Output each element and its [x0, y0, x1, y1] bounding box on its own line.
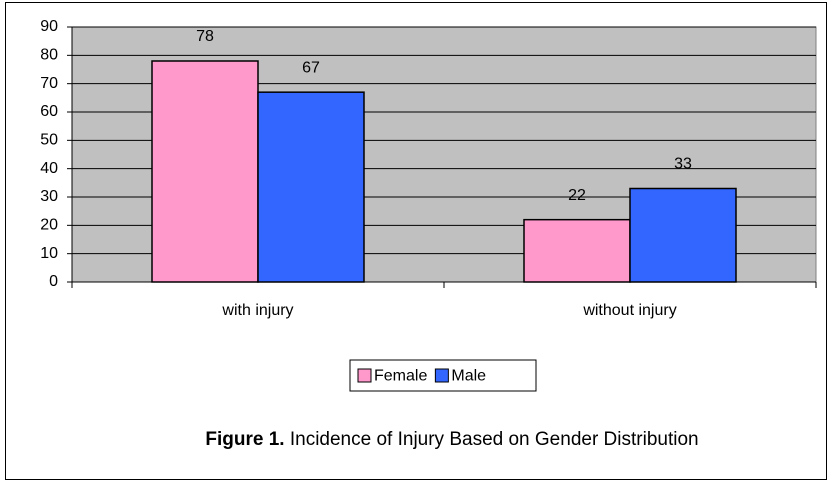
y-tick-label: 90 [40, 18, 58, 35]
bar [629, 187, 737, 283]
x-tick-label: without injury [582, 302, 676, 319]
value-label: 22 [568, 187, 586, 204]
y-tick-label: 0 [49, 273, 58, 290]
bar [257, 91, 365, 283]
caption-label: Figure 1. [205, 429, 284, 450]
value-label: 67 [302, 59, 320, 76]
caption: Figure 1. Incidence of Injury Based on G… [205, 429, 698, 450]
x-tick-label: with injury [221, 302, 293, 319]
y-tick-label: 30 [40, 188, 58, 205]
y-tick-label: 80 [40, 47, 58, 64]
legend-swatch [434, 368, 449, 383]
value-label: 78 [196, 28, 214, 45]
legend-label: Female [374, 368, 427, 385]
y-tick-label: 70 [40, 75, 58, 92]
legend-label: Male [451, 368, 486, 385]
y-tick-label: 60 [40, 103, 58, 120]
bar [523, 218, 631, 283]
bar [151, 60, 259, 283]
y-tick-label: 10 [40, 245, 58, 262]
caption-text: Incidence of Injury Based on Gender Dist… [290, 429, 699, 450]
legend-swatch [357, 368, 372, 383]
value-label: 33 [674, 156, 692, 173]
y-tick-label: 40 [40, 160, 58, 177]
y-tick-label: 20 [40, 217, 58, 234]
y-tick-label: 50 [40, 132, 58, 149]
